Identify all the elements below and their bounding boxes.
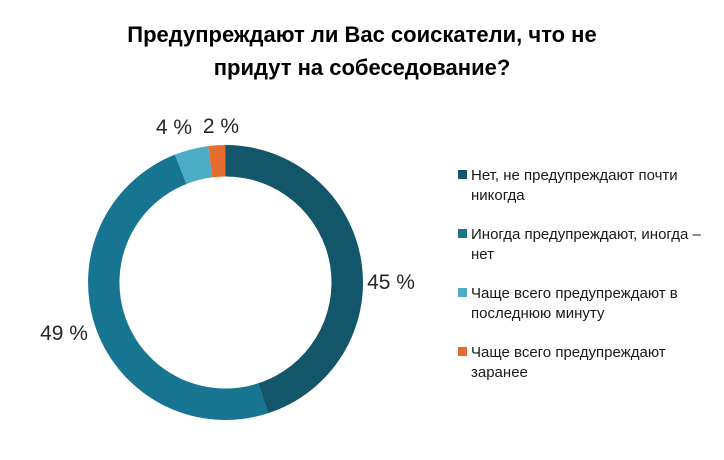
chart-title-line-1: Предупреждают ли Вас соискатели, что не <box>127 22 597 47</box>
slice-label-never: 45 % <box>367 271 415 294</box>
slice-label-in-advance: 2 % <box>202 115 240 138</box>
legend-item-sometimes: Иногда предупреждают, иногда – нет <box>458 225 718 264</box>
chart-title-line-2: придут на собеседование? <box>213 55 511 80</box>
legend-swatch-icon <box>458 347 467 356</box>
slice-label-sometimes: 49 % <box>40 322 88 345</box>
legend-item-last-minute: Чаще всего предупреждают в последнюю мин… <box>458 284 718 323</box>
donut-segment-1 <box>88 154 268 420</box>
legend-label: Нет, не предупреждают почти никогда <box>471 167 678 204</box>
legend-label: Иногда предупреждают, иногда – нет <box>471 226 701 263</box>
chart-title: Предупреждают ли Вас соискатели, что не … <box>0 18 724 84</box>
legend-item-never: Нет, не предупреждают почти никогда <box>458 166 718 205</box>
chart-legend: Нет, не предупреждают почти никогда Иног… <box>458 166 718 402</box>
donut-segment-2 <box>174 146 213 184</box>
legend-swatch-icon <box>458 170 467 179</box>
legend-label: Чаще всего предупреждают в последнюю мин… <box>471 285 678 322</box>
donut-segment-3 <box>208 145 226 178</box>
slice-label-last-minute: 4 % <box>155 116 193 139</box>
legend-swatch-icon <box>458 229 467 238</box>
donut-segment-0 <box>225 145 363 414</box>
legend-swatch-icon <box>458 288 467 297</box>
legend-label: Чаще всего предупреждают заранее <box>471 344 666 381</box>
legend-item-in-advance: Чаще всего предупреждают заранее <box>458 343 718 382</box>
